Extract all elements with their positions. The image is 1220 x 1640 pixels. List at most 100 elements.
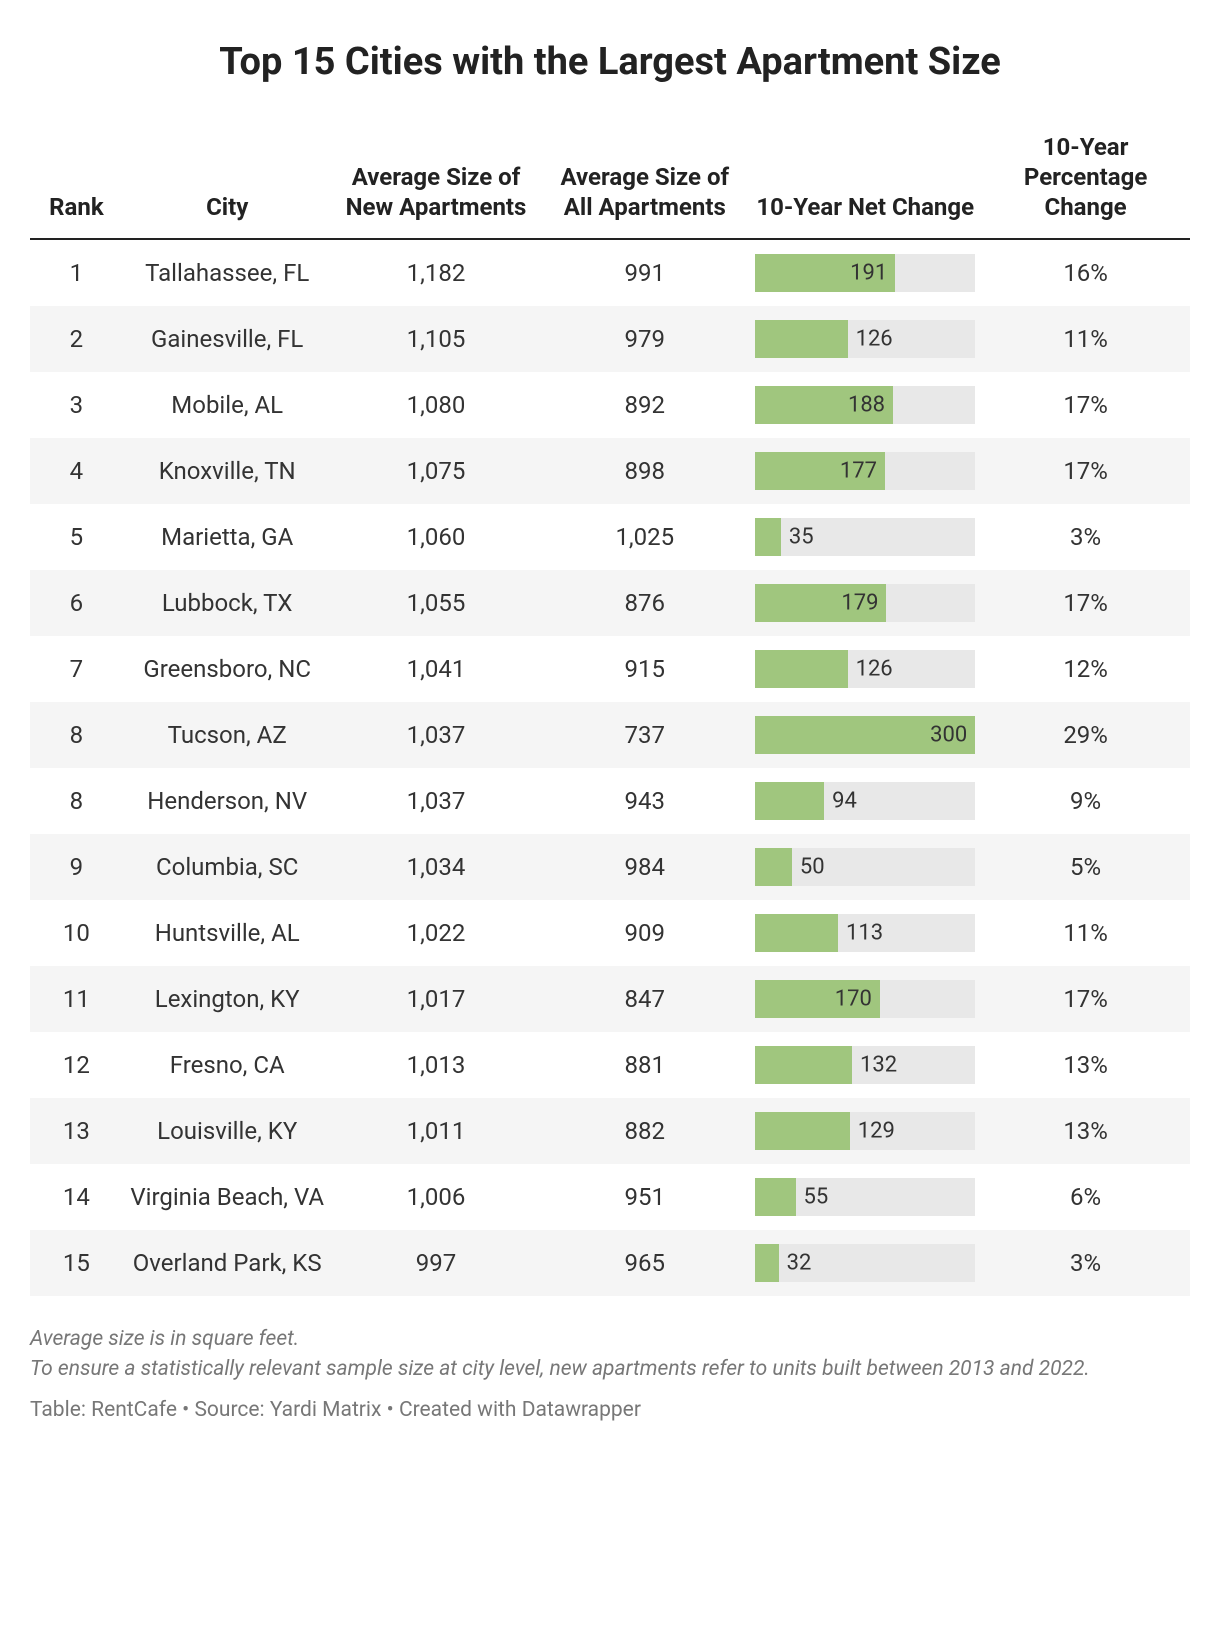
header-row: Rank City Average Size of New Apartments… xyxy=(30,124,1190,239)
cell-rank: 13 xyxy=(30,1098,123,1164)
cell-city: Marietta, GA xyxy=(123,504,332,570)
cell-city: Lubbock, TX xyxy=(123,570,332,636)
cell-avg-new: 1,034 xyxy=(332,834,541,900)
cell-city: Tucson, AZ xyxy=(123,702,332,768)
cell-avg-new: 1,006 xyxy=(332,1164,541,1230)
cell-rank: 9 xyxy=(30,834,123,900)
cell-avg-all: 909 xyxy=(540,900,749,966)
col-header-city: City xyxy=(123,124,332,239)
bar-value: 55 xyxy=(804,1183,829,1211)
bar-fill xyxy=(755,518,781,556)
col-header-rank: Rank xyxy=(30,124,123,239)
cell-rank: 5 xyxy=(30,504,123,570)
data-table: Rank City Average Size of New Apartments… xyxy=(30,124,1190,1296)
bar-value: 126 xyxy=(856,325,893,353)
cell-pct-change: 3% xyxy=(981,504,1190,570)
table-row: 2Gainesville, FL1,10597912611% xyxy=(30,306,1190,372)
cell-avg-all: 898 xyxy=(540,438,749,504)
cell-rank: 1 xyxy=(30,239,123,306)
bar-fill xyxy=(755,1244,778,1282)
table-row: 5Marietta, GA1,0601,025353% xyxy=(30,504,1190,570)
table-row: 15Overland Park, KS997965323% xyxy=(30,1230,1190,1296)
bar-fill xyxy=(755,848,792,886)
cell-rank: 15 xyxy=(30,1230,123,1296)
bar-fill xyxy=(755,1112,850,1150)
cell-avg-new: 1,022 xyxy=(332,900,541,966)
col-header-avg-all: Average Size of All Apartments xyxy=(540,124,749,239)
cell-pct-change: 13% xyxy=(981,1098,1190,1164)
cell-avg-new: 1,037 xyxy=(332,768,541,834)
cell-avg-all: 915 xyxy=(540,636,749,702)
cell-pct-change: 17% xyxy=(981,438,1190,504)
bar-fill xyxy=(755,320,847,358)
cell-city: Overland Park, KS xyxy=(123,1230,332,1296)
cell-avg-new: 1,013 xyxy=(332,1032,541,1098)
cell-city: Columbia, SC xyxy=(123,834,332,900)
cell-rank: 4 xyxy=(30,438,123,504)
cell-pct-change: 11% xyxy=(981,900,1190,966)
cell-avg-all: 737 xyxy=(540,702,749,768)
bar-value: 132 xyxy=(860,1051,897,1079)
bar-value: 300 xyxy=(930,721,967,749)
cell-avg-all: 984 xyxy=(540,834,749,900)
cell-rank: 2 xyxy=(30,306,123,372)
cell-avg-all: 881 xyxy=(540,1032,749,1098)
cell-net-change: 170 xyxy=(749,966,981,1032)
cell-net-change: 126 xyxy=(749,306,981,372)
table-row: 11Lexington, KY1,01784717017% xyxy=(30,966,1190,1032)
cell-pct-change: 3% xyxy=(981,1230,1190,1296)
footnote-credit: Table: RentCafe • Source: Yardi Matrix •… xyxy=(30,1395,1190,1425)
bar-fill xyxy=(755,1178,795,1216)
cell-city: Henderson, NV xyxy=(123,768,332,834)
table-row: 12Fresno, CA1,01388113213% xyxy=(30,1032,1190,1098)
cell-avg-all: 882 xyxy=(540,1098,749,1164)
cell-avg-all: 892 xyxy=(540,372,749,438)
cell-avg-new: 1,075 xyxy=(332,438,541,504)
cell-avg-all: 847 xyxy=(540,966,749,1032)
table-row: 14Virginia Beach, VA1,006951556% xyxy=(30,1164,1190,1230)
cell-avg-all: 876 xyxy=(540,570,749,636)
bar-value: 113 xyxy=(846,919,883,947)
cell-rank: 6 xyxy=(30,570,123,636)
col-header-avg-new: Average Size of New Apartments xyxy=(332,124,541,239)
cell-net-change: 50 xyxy=(749,834,981,900)
cell-rank: 12 xyxy=(30,1032,123,1098)
cell-net-change: 188 xyxy=(749,372,981,438)
bar-fill xyxy=(755,782,824,820)
cell-net-change: 300 xyxy=(749,702,981,768)
cell-rank: 14 xyxy=(30,1164,123,1230)
cell-rank: 11 xyxy=(30,966,123,1032)
cell-pct-change: 12% xyxy=(981,636,1190,702)
cell-avg-all: 1,025 xyxy=(540,504,749,570)
cell-avg-new: 1,017 xyxy=(332,966,541,1032)
cell-pct-change: 11% xyxy=(981,306,1190,372)
table-row: 9Columbia, SC1,034984505% xyxy=(30,834,1190,900)
cell-avg-new: 997 xyxy=(332,1230,541,1296)
cell-pct-change: 6% xyxy=(981,1164,1190,1230)
cell-rank: 8 xyxy=(30,702,123,768)
bar-value: 94 xyxy=(832,787,857,815)
cell-net-change: 179 xyxy=(749,570,981,636)
bar-value: 179 xyxy=(841,589,878,617)
cell-city: Gainesville, FL xyxy=(123,306,332,372)
cell-pct-change: 9% xyxy=(981,768,1190,834)
cell-city: Knoxville, TN xyxy=(123,438,332,504)
page-title: Top 15 Cities with the Largest Apartment… xyxy=(30,40,1190,84)
footnotes: Average size is in square feet. To ensur… xyxy=(30,1324,1190,1425)
cell-avg-new: 1,011 xyxy=(332,1098,541,1164)
col-header-pct-change: 10-Year Percentage Change xyxy=(981,124,1190,239)
cell-net-change: 35 xyxy=(749,504,981,570)
cell-avg-all: 951 xyxy=(540,1164,749,1230)
bar-value: 170 xyxy=(835,985,872,1013)
cell-city: Tallahassee, FL xyxy=(123,239,332,306)
cell-avg-all: 965 xyxy=(540,1230,749,1296)
cell-pct-change: 5% xyxy=(981,834,1190,900)
cell-pct-change: 29% xyxy=(981,702,1190,768)
cell-pct-change: 17% xyxy=(981,570,1190,636)
bar-value: 188 xyxy=(848,391,885,419)
bar-value: 191 xyxy=(850,259,887,287)
cell-rank: 7 xyxy=(30,636,123,702)
table-row: 4Knoxville, TN1,07589817717% xyxy=(30,438,1190,504)
cell-net-change: 191 xyxy=(749,239,981,306)
cell-city: Fresno, CA xyxy=(123,1032,332,1098)
